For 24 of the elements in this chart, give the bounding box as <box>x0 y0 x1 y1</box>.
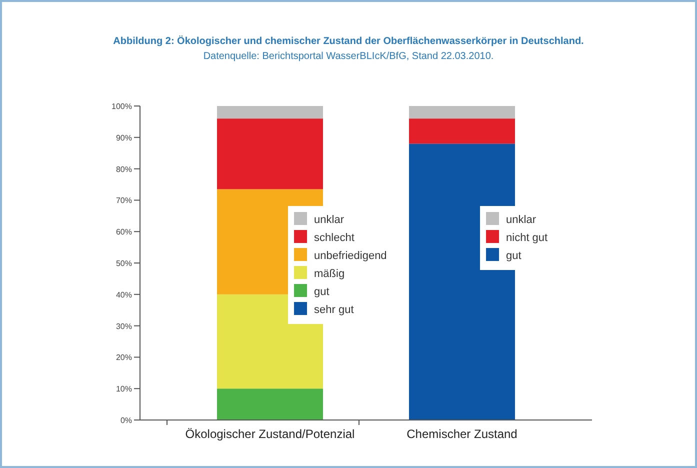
y-tick-label: 10% <box>116 384 132 394</box>
x-tick-label: Chemischer Zustand <box>406 427 518 441</box>
legend-label: nicht gut <box>506 232 548 244</box>
y-tick-label: 60% <box>116 228 132 237</box>
legend-label: mäßig <box>314 268 345 280</box>
y-tick-label: 70% <box>116 196 132 206</box>
x-tick-label: Ökologischer Zustand/Potenzial <box>185 427 355 441</box>
chart-subtitle: Datenquelle: Berichtsportal WasserBLIcK/BfG, Stand 22.03.2010. <box>203 51 494 62</box>
y-tick-label: 40% <box>116 290 132 300</box>
legend-label: unklar <box>506 214 536 226</box>
y-tick-label: 0% <box>120 416 132 425</box>
chart-title: Abbildung 2: Ökologischer und chemischer Zustand der Oberflächenwasserkörper in Deutschland. <box>113 35 584 47</box>
y-tick-label: 90% <box>116 133 132 142</box>
legend-label: gut <box>506 250 522 262</box>
y-tick-label: 80% <box>116 164 132 174</box>
legend-label: gut <box>314 286 330 298</box>
y-tick-label: 30% <box>116 322 132 331</box>
legend-label: unklar <box>314 214 344 226</box>
y-tick-label: 50% <box>116 259 132 268</box>
legend-label: unbefriedigend <box>314 250 387 262</box>
legend-label: sehr gut <box>314 304 354 316</box>
y-tick-label: 20% <box>116 353 132 362</box>
y-tick-label: 100% <box>112 102 132 111</box>
legend-label: schlecht <box>314 232 354 244</box>
